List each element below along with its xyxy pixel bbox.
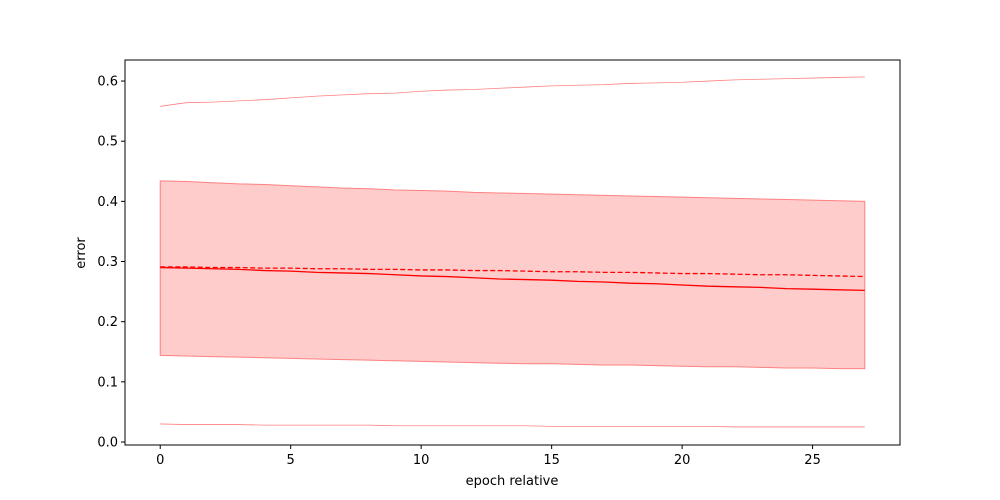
y-tick-label: 0.0 [97,435,118,450]
upper-bound-line [160,76,865,107]
y-axis: 0.0 0.1 0.2 0.3 0.4 0.5 0.6 [97,75,125,450]
y-tick-label: 0.4 [97,195,118,210]
plot-area [159,76,866,428]
x-tick-label: 15 [543,453,560,468]
x-axis: 0 5 10 15 20 25 [156,445,821,468]
axes-frame [124,59,901,446]
y-tick-label: 0.5 [97,135,118,150]
dashed-series-line [160,266,865,278]
error-band [159,180,866,370]
x-tick-label: 25 [804,453,821,468]
y-tick-label: 0.3 [97,255,118,270]
lower-bound-line [160,423,865,428]
y-tick-label: 0.2 [97,315,118,330]
y-axis-label: error [74,237,89,269]
x-tick-label: 20 [674,453,691,468]
x-axis-label: epoch relative [466,474,559,489]
x-tick-label: 0 [156,453,164,468]
x-tick-label: 10 [413,453,430,468]
x-tick-label: 5 [287,453,295,468]
y-tick-label: 0.6 [97,75,118,90]
solid-series-line [160,266,865,292]
y-tick-label: 0.1 [97,375,118,390]
